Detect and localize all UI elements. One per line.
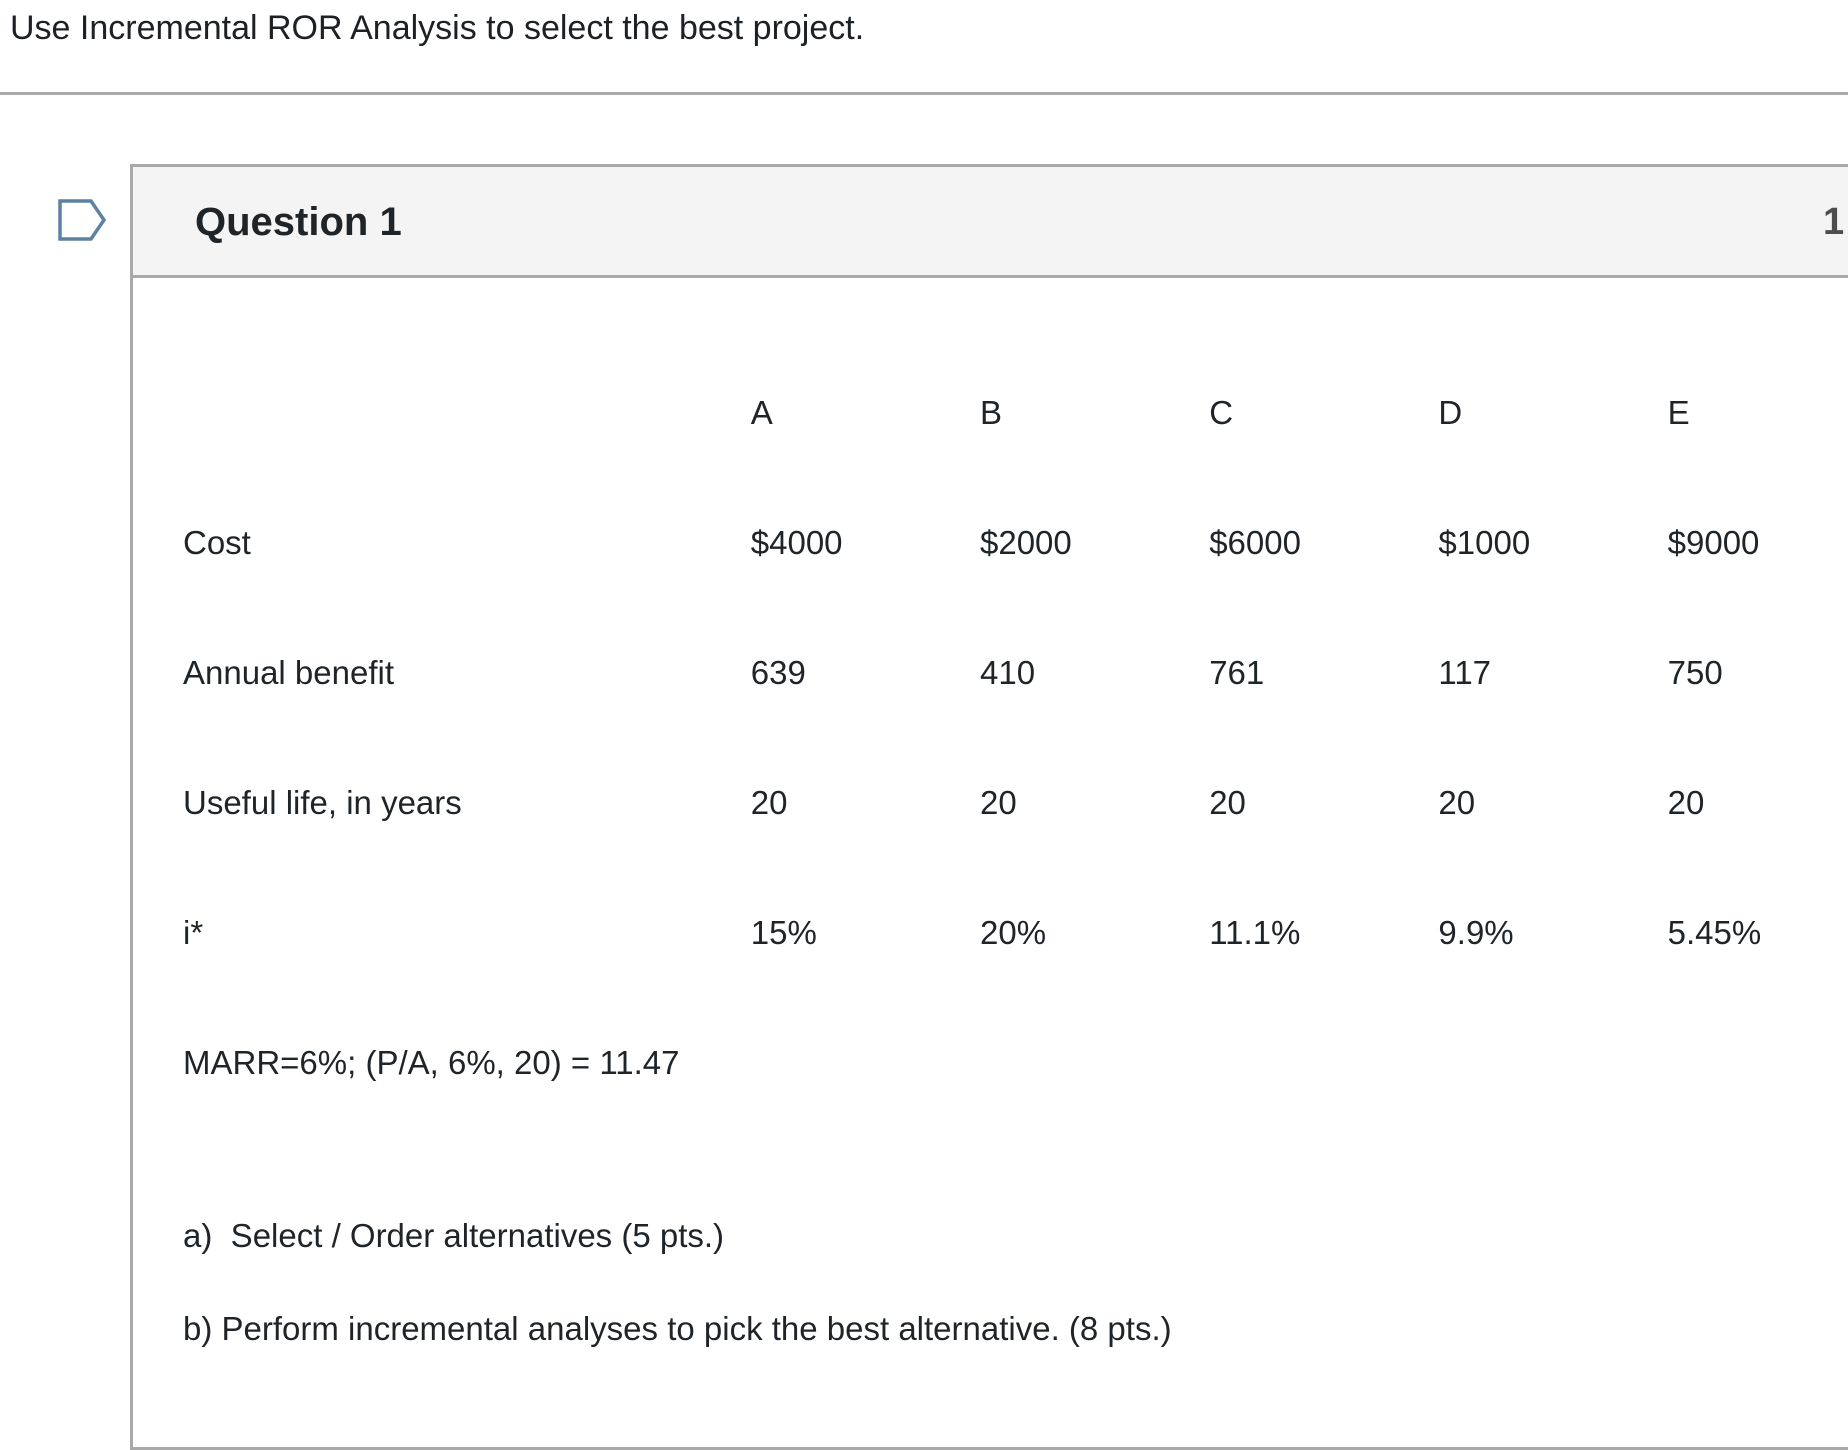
flag-question-button[interactable]: [58, 199, 106, 241]
cell-value: 9.9%: [1438, 914, 1514, 951]
row-label: Useful life, in years: [183, 784, 462, 821]
question-header: Question 1 1: [133, 167, 1848, 278]
question-points: 1: [1823, 201, 1845, 243]
divider: [0, 92, 1848, 95]
column-header-e: E: [1667, 394, 1690, 431]
table-row-annual-benefit: Annual benefit 639 410 761 117 750: [183, 608, 1848, 738]
cell-value: $4000: [750, 524, 843, 561]
flag-icon: [58, 199, 106, 241]
question-panel: Question 1 1 A B C D E Cost $4000 $2000 …: [130, 164, 1848, 1450]
cell-value: 20: [750, 784, 788, 821]
cell-value: 750: [1667, 654, 1723, 691]
page-instruction: Use Incremental ROR Analysis to select t…: [10, 9, 865, 47]
cell-value: $1000: [1438, 524, 1531, 561]
cell-value: $6000: [1209, 524, 1301, 561]
cell-value: 11.1%: [1209, 914, 1301, 951]
cell-value: $9000: [1667, 524, 1760, 561]
row-label: Cost: [183, 524, 251, 561]
cell-value: 410: [979, 654, 1036, 691]
cell-value: 20: [1667, 784, 1705, 821]
row-label: Annual benefit: [183, 654, 395, 691]
question-part-b: b) Perform incremental analyses to pick …: [183, 1310, 1172, 1347]
column-header-b: B: [979, 394, 1002, 431]
cell-value: 639: [750, 654, 806, 691]
cell-value: 15%: [750, 914, 817, 951]
cell-value: $2000: [979, 524, 1072, 561]
column-header-a: A: [750, 394, 773, 431]
cell-value: 117: [1438, 654, 1492, 691]
question-part-a: a) Select / Order alternatives (5 pts.): [183, 1217, 725, 1254]
table-row-cost: Cost $4000 $2000 $6000 $1000 $9000: [183, 478, 1848, 608]
column-header-d: D: [1438, 394, 1463, 431]
cell-value: 20%: [979, 914, 1047, 951]
alternatives-table: A B C D E Cost $4000 $2000 $6000 $1000 $…: [183, 348, 1848, 998]
table-row-useful-life: Useful life, in years 20 20 20 20 20: [183, 738, 1848, 868]
row-label: i*: [183, 914, 204, 951]
cell-value: 761: [1209, 654, 1265, 691]
cell-value: 5.45%: [1667, 914, 1762, 951]
column-header-c: C: [1209, 394, 1234, 431]
marr-note: MARR=6%; (P/A, 6%, 20) = 11.47: [183, 1044, 680, 1081]
question-title: Question 1: [195, 200, 402, 244]
cell-value: 20: [1209, 784, 1246, 821]
question-body: A B C D E Cost $4000 $2000 $6000 $1000 $…: [133, 278, 1848, 1352]
table-row-istar: i* 15% 20% 11.1% 9.9% 5.45%: [183, 868, 1848, 998]
cell-value: 20: [979, 784, 1017, 821]
table-header-row: A B C D E: [183, 348, 1848, 478]
table-corner-cell: [183, 348, 751, 478]
cell-value: 20: [1438, 784, 1476, 821]
